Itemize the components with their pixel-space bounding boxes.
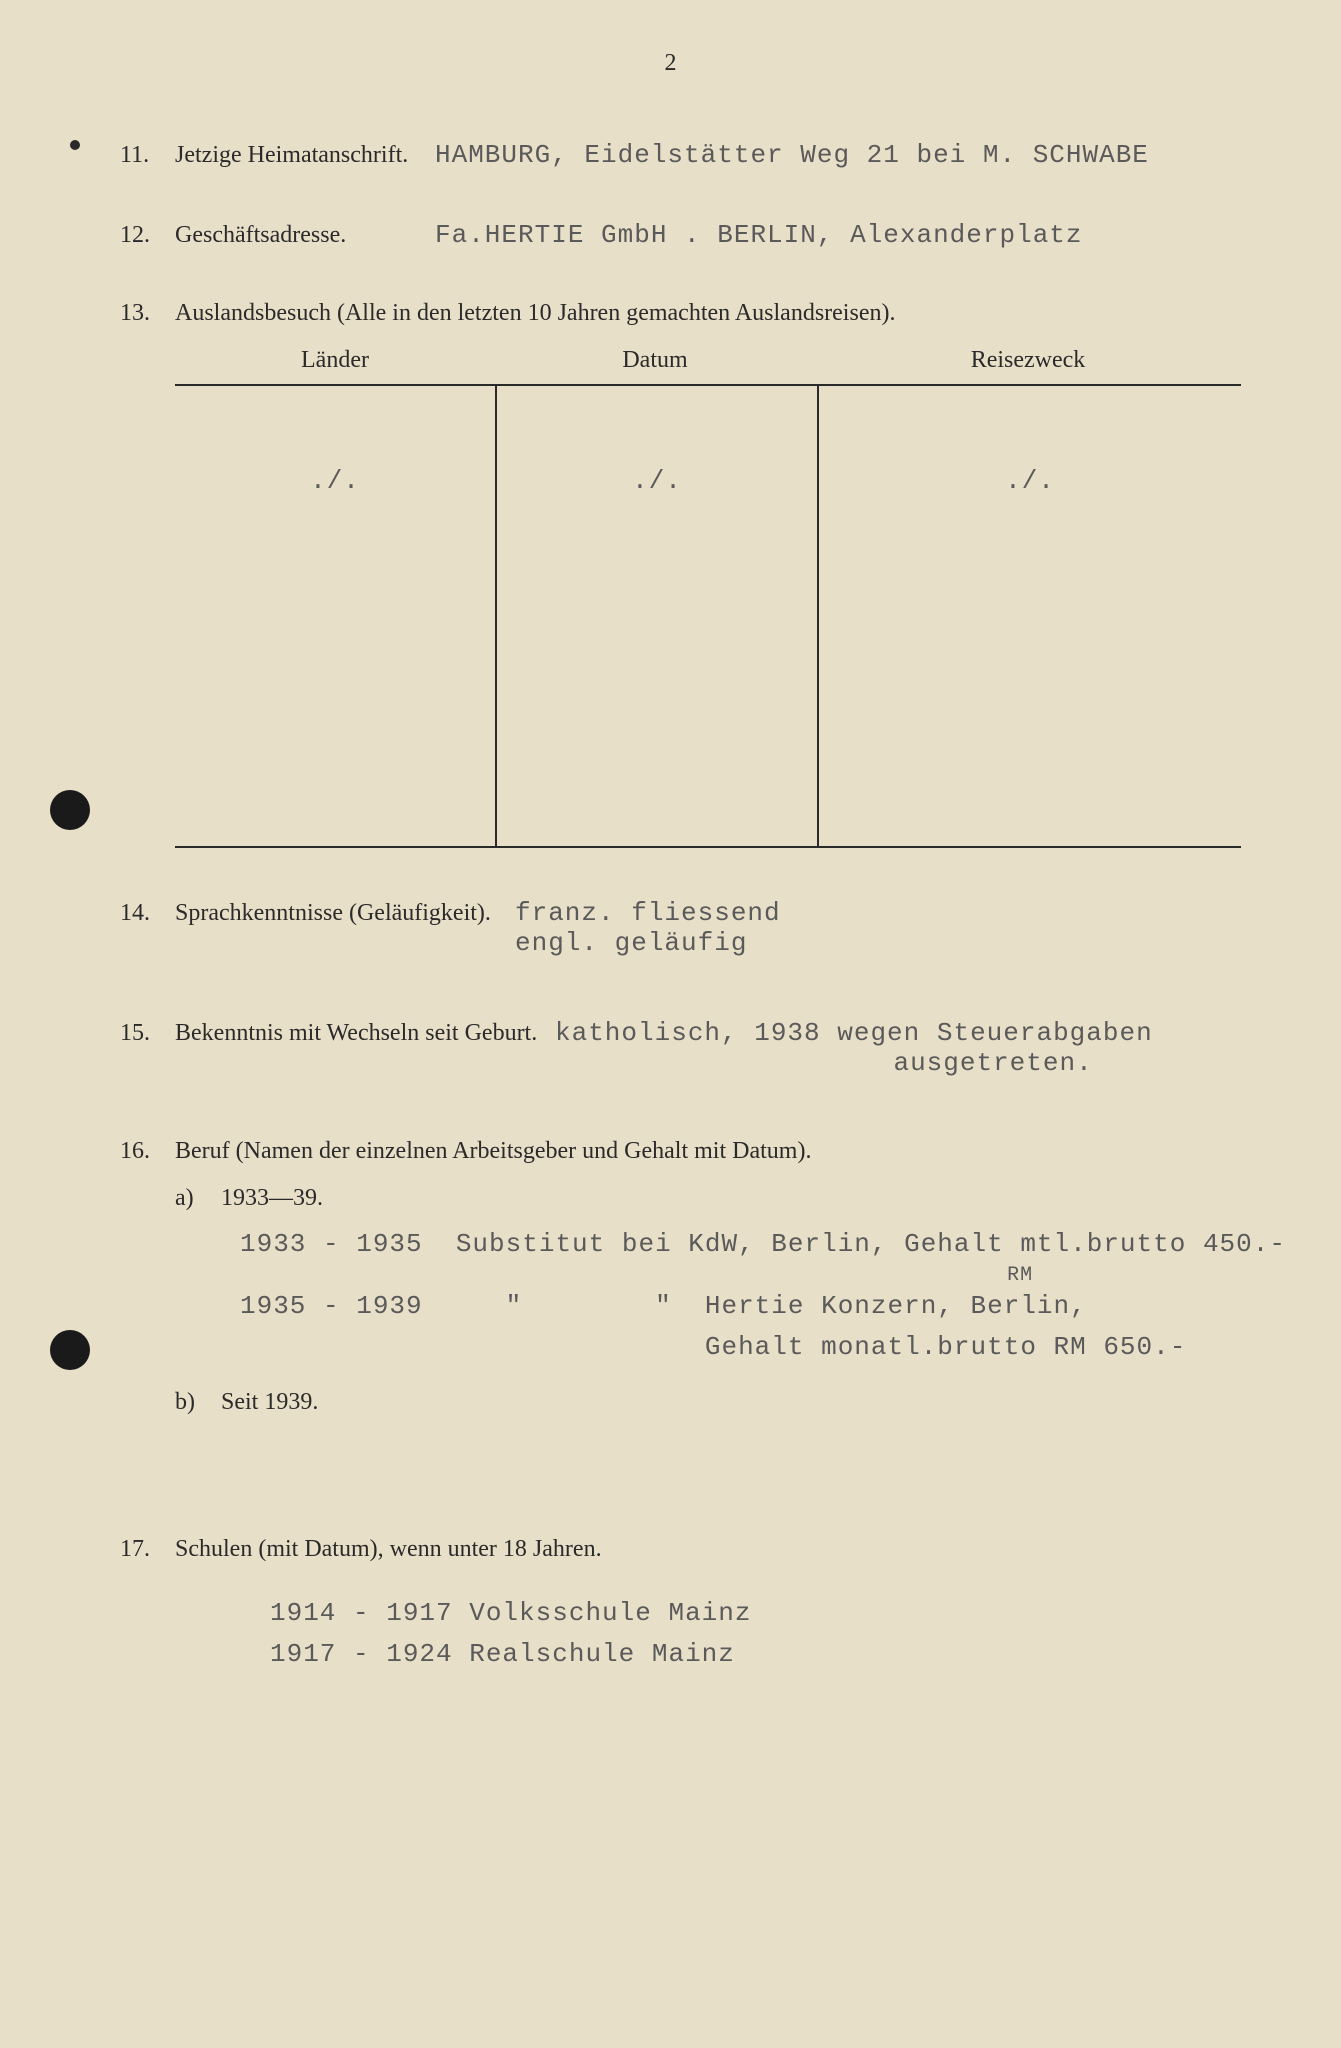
- item-value-block: franz. fliessend engl. geläufig: [515, 898, 781, 958]
- table-header-countries: Länder: [175, 347, 495, 374]
- item-label: Bekenntnis mit Wechseln seit Geburt.: [175, 1020, 555, 1047]
- item-label: Schulen (mit Datum), wenn unter 18 Jahre…: [175, 1536, 602, 1563]
- item-value: Fa.HERTIE GmbH . BERLIN, Alexanderplatz: [435, 220, 1083, 250]
- item-value-block: katholisch, 1938 wegen Steuerabgaben aus…: [555, 1018, 1153, 1078]
- form-item-14: 14. Sprachkenntnisse (Geläufigkeit). fra…: [120, 898, 1241, 958]
- document-page: 2 11. Jetzige Heimatanschrift. HAMBURG, …: [0, 0, 1341, 2048]
- employment-line: Gehalt monatl.brutto RM 650.-: [240, 1327, 1241, 1369]
- employment-line-suffix: RM: [240, 1266, 1241, 1286]
- table-cell: ./.: [497, 386, 819, 846]
- item-value-line: ausgetreten.: [555, 1048, 1153, 1078]
- punch-hole: [50, 790, 90, 830]
- item-number: 15.: [120, 1020, 175, 1047]
- sub-label: b): [175, 1389, 215, 1416]
- sub-item-b: b) Seit 1939.: [175, 1389, 1241, 1416]
- form-item-17: 17. Schulen (mit Datum), wenn unter 18 J…: [120, 1536, 1241, 1563]
- item-label: Beruf (Namen der einzelnen Arbeitsgeber …: [175, 1138, 811, 1165]
- school-line: 1914 - 1917 Volksschule Mainz: [270, 1593, 1241, 1635]
- item-number: 11.: [120, 142, 175, 169]
- school-line: 1917 - 1924 Realschule Mainz: [270, 1634, 1241, 1676]
- sub-item-a: a) 1933—39.: [175, 1185, 1241, 1212]
- schools-block: 1914 - 1917 Volksschule Mainz 1917 - 192…: [270, 1593, 1241, 1676]
- form-item-15: 15. Bekenntnis mit Wechseln seit Geburt.…: [120, 1018, 1241, 1078]
- item-value-line: engl. geläufig: [515, 928, 781, 958]
- employment-line: 1933 - 1935 Substitut bei KdW, Berlin, G…: [240, 1224, 1241, 1266]
- page-number: 2: [665, 50, 677, 77]
- cell-value: ./.: [632, 466, 682, 496]
- form-item-11: 11. Jetzige Heimatanschrift. HAMBURG, Ei…: [120, 140, 1241, 170]
- employment-block: 1933 - 1935 Substitut bei KdW, Berlin, G…: [240, 1224, 1241, 1369]
- sub-period: 1933—39.: [221, 1185, 323, 1211]
- table-header-date: Datum: [495, 347, 815, 374]
- item-label: Auslandsbesuch (Alle in den letzten 10 J…: [175, 300, 895, 327]
- ink-dot: [70, 140, 80, 150]
- sub-label: a): [175, 1185, 215, 1212]
- item-number: 14.: [120, 900, 175, 927]
- item-number: 12.: [120, 222, 175, 249]
- cell-value: ./.: [310, 466, 360, 496]
- punch-hole: [50, 1330, 90, 1370]
- employment-line: 1935 - 1939 " " Hertie Konzern, Berlin,: [240, 1286, 1241, 1328]
- travel-table: Länder Datum Reisezweck ./. ./. ./.: [175, 347, 1241, 848]
- sub-period: Seit 1939.: [221, 1389, 318, 1415]
- form-item-16: 16. Beruf (Namen der einzelnen Arbeitsge…: [120, 1138, 1241, 1165]
- table-body: ./. ./. ./.: [175, 384, 1241, 848]
- item-number: 17.: [120, 1536, 175, 1563]
- item-number: 13.: [120, 300, 175, 327]
- item-value-line: franz. fliessend: [515, 898, 781, 928]
- form-item-12: 12. Geschäftsadresse. Fa.HERTIE GmbH . B…: [120, 220, 1241, 250]
- item-label: Geschäftsadresse.: [175, 222, 435, 249]
- item-label: Sprachkenntnisse (Geläufigkeit).: [175, 900, 515, 927]
- table-header-row: Länder Datum Reisezweck: [175, 347, 1241, 384]
- item-number: 16.: [120, 1138, 175, 1165]
- form-item-13: 13. Auslandsbesuch (Alle in den letzten …: [120, 300, 1241, 327]
- item-value: HAMBURG, Eidelstätter Weg 21 bei M. SCHW…: [435, 140, 1149, 170]
- table-header-purpose: Reisezweck: [815, 347, 1241, 374]
- item-value-line: katholisch, 1938 wegen Steuerabgaben: [555, 1018, 1153, 1048]
- cell-value: ./.: [1005, 466, 1055, 496]
- table-cell: ./.: [819, 386, 1241, 846]
- table-cell: ./.: [175, 386, 497, 846]
- item-label: Jetzige Heimatanschrift.: [175, 142, 435, 169]
